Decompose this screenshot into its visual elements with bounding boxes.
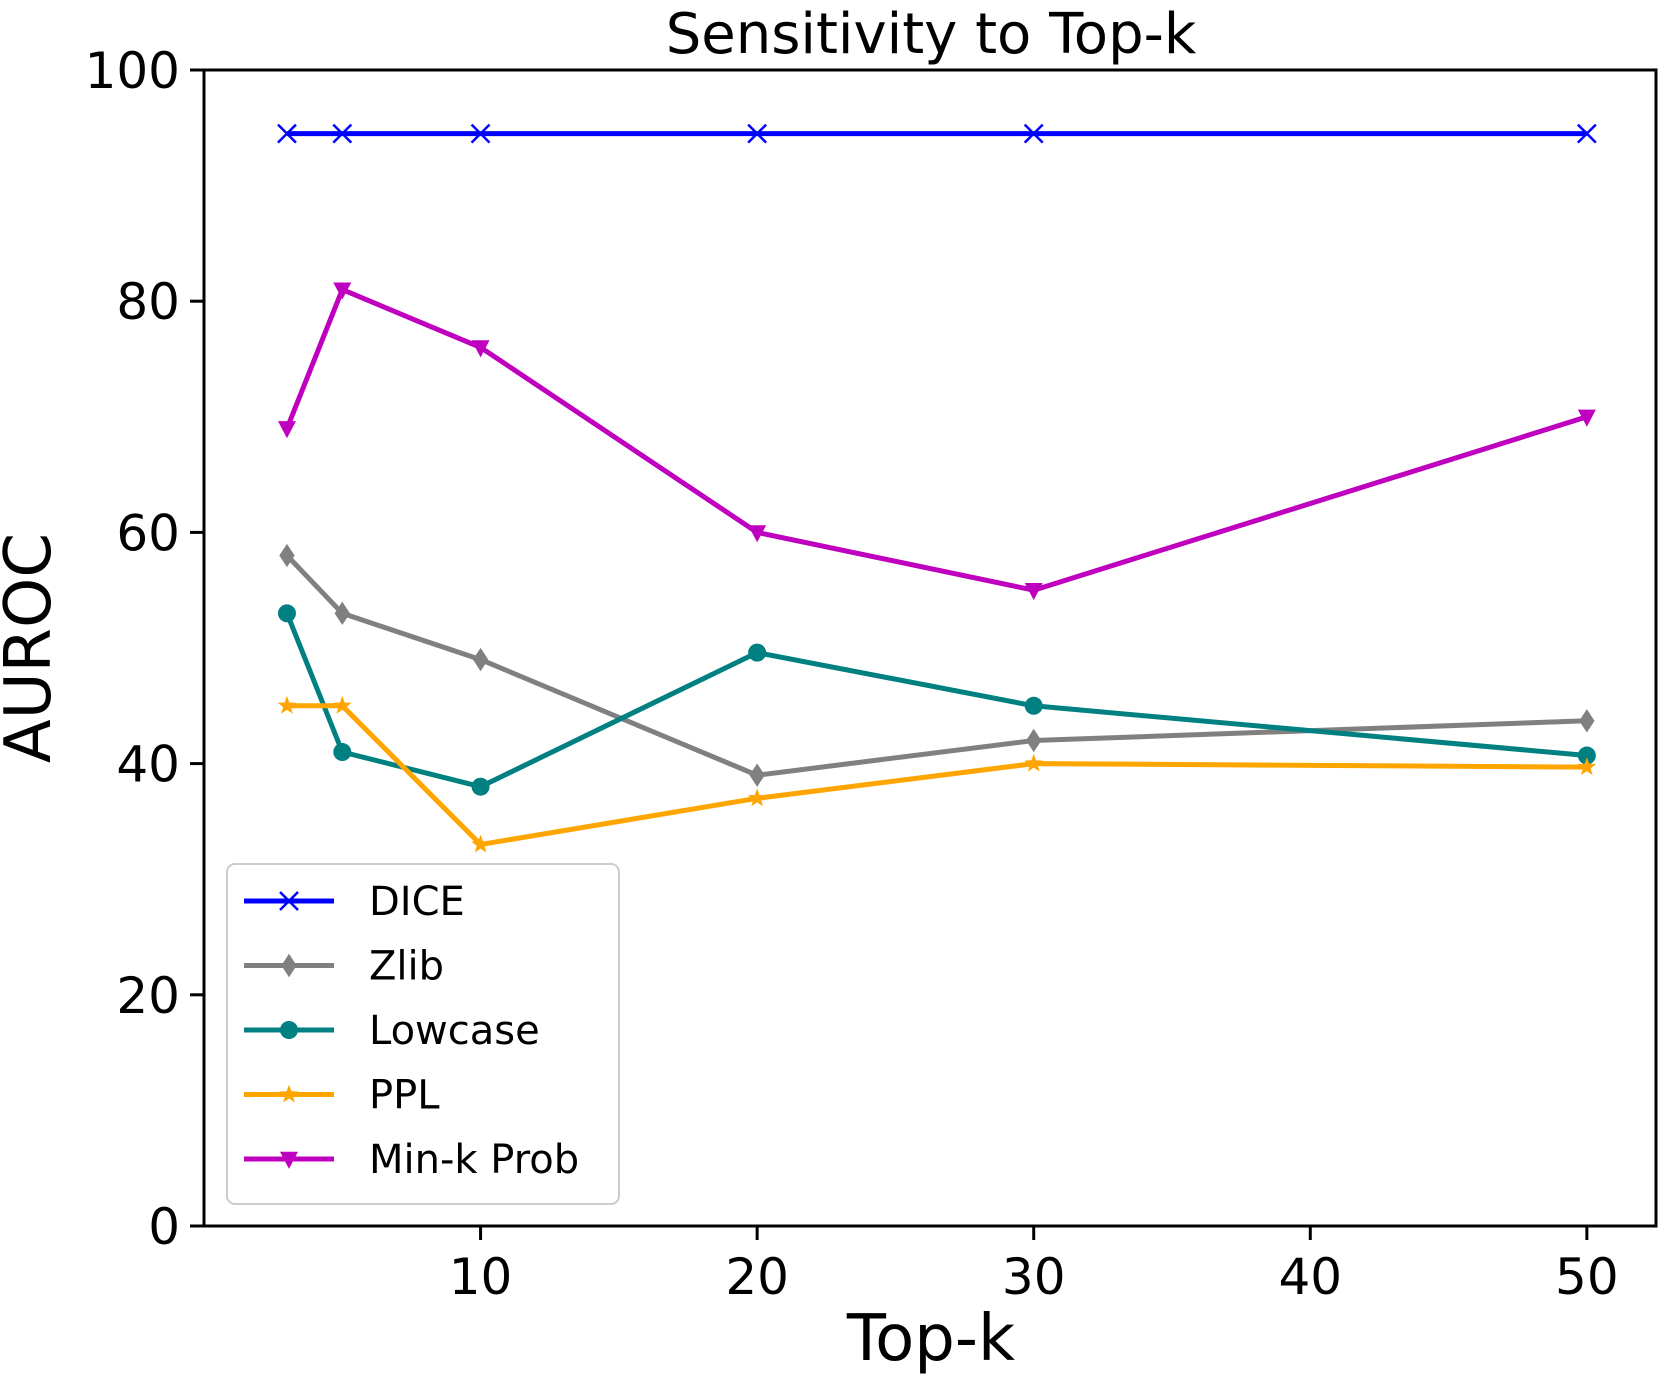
point-min-k-prob bbox=[748, 525, 767, 543]
legend-marker-lowcase bbox=[280, 1021, 298, 1039]
y-axis-title: AUROC bbox=[0, 533, 66, 763]
point-lowcase bbox=[1024, 696, 1043, 715]
ticks-layer: 10 20 30 40 50 0 20 40 60 80 100 bbox=[85, 42, 1619, 1306]
legend-marker-min-k-prob bbox=[280, 1151, 298, 1169]
point-ppl bbox=[747, 788, 767, 807]
point-zlib bbox=[1026, 728, 1042, 753]
x-tick-label: 50 bbox=[1555, 1248, 1619, 1306]
y-tick-label: 100 bbox=[85, 42, 180, 100]
y-tick-label: 0 bbox=[148, 1198, 180, 1256]
chart-title: Sensitivity to Top-k bbox=[666, 2, 1197, 67]
series-line-min-k-prob bbox=[284, 287, 1588, 593]
point-lowcase bbox=[471, 777, 490, 796]
point-lowcase bbox=[333, 743, 352, 762]
legend-label-lowcase: Lowcase bbox=[369, 1008, 540, 1054]
x-axis-title: Top-k bbox=[846, 1302, 1015, 1376]
legend-marker-zlib bbox=[281, 953, 297, 978]
point-zlib bbox=[1579, 709, 1595, 733]
point-zlib bbox=[334, 601, 350, 626]
x-tick-label: 40 bbox=[1278, 1248, 1342, 1306]
y-tick-label: 40 bbox=[116, 736, 180, 794]
x-tick-label: 10 bbox=[449, 1248, 513, 1306]
point-min-k-prob bbox=[471, 340, 490, 358]
point-zlib bbox=[472, 647, 489, 672]
y-tick-label: 80 bbox=[116, 273, 180, 331]
series-layer bbox=[277, 123, 1597, 853]
point-ppl bbox=[277, 695, 297, 714]
point-dice bbox=[470, 123, 491, 144]
x-tick-label: 20 bbox=[725, 1248, 789, 1306]
point-min-k-prob bbox=[333, 282, 352, 300]
point-ppl bbox=[1024, 753, 1044, 772]
legend-frame bbox=[226, 863, 620, 1205]
x-tick-label: 30 bbox=[1002, 1248, 1066, 1306]
point-min-k-prob bbox=[1577, 409, 1596, 427]
point-dice bbox=[1023, 123, 1044, 144]
legend-label-zlib: Zlib bbox=[369, 944, 444, 990]
legend-label-ppl: PPL bbox=[369, 1073, 440, 1119]
point-lowcase bbox=[277, 604, 296, 623]
point-min-k-prob bbox=[277, 421, 296, 439]
point-dice bbox=[747, 123, 768, 144]
point-lowcase bbox=[748, 643, 767, 662]
legend-marker-ppl bbox=[279, 1084, 299, 1103]
series-line-lowcase bbox=[284, 612, 1588, 790]
point-ppl bbox=[471, 834, 490, 853]
point-zlib bbox=[749, 763, 765, 787]
point-lowcase bbox=[1577, 746, 1596, 765]
point-ppl bbox=[1577, 757, 1597, 776]
point-dice bbox=[332, 123, 353, 144]
point-min-k-prob bbox=[1024, 583, 1043, 601]
legend-label-min-k-prob: Min-k Prob bbox=[369, 1137, 579, 1183]
legend: DICE Zlib Lowcase PPL Min-k Prob bbox=[226, 863, 620, 1205]
point-dice bbox=[277, 123, 297, 144]
y-tick-label: 60 bbox=[116, 504, 180, 562]
legend-label-dice: DICE bbox=[369, 879, 465, 925]
point-dice bbox=[1576, 123, 1597, 144]
point-ppl bbox=[332, 695, 352, 714]
y-tick-label: 20 bbox=[116, 967, 180, 1025]
series-line-ppl bbox=[287, 703, 1587, 847]
legend-marker-dice bbox=[279, 891, 299, 911]
point-zlib bbox=[279, 543, 295, 568]
plot-frame bbox=[202, 68, 1658, 1228]
